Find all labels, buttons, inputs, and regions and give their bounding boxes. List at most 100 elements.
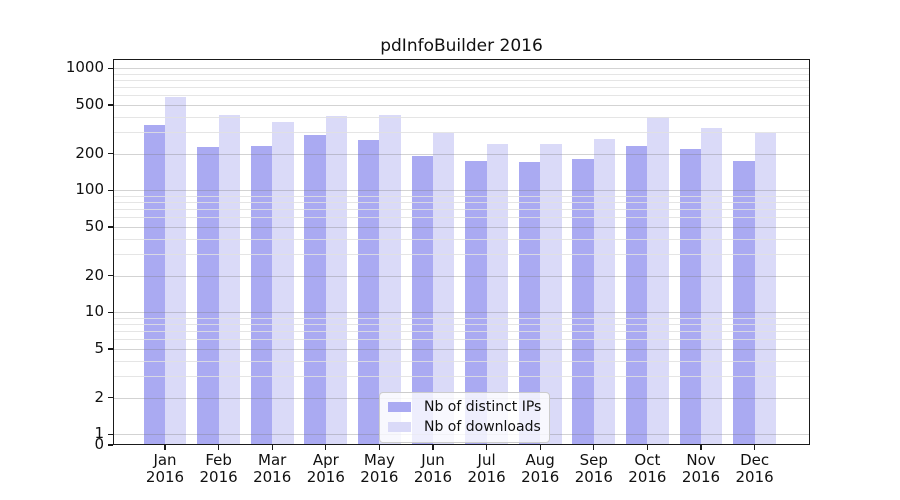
legend-label-downloads: Nb of downloads bbox=[424, 419, 541, 435]
bar-distinct-ips-sep bbox=[572, 159, 594, 445]
x-tick-month: Jan bbox=[153, 451, 177, 469]
x-tick-mark-dec bbox=[753, 445, 756, 450]
x-tick-mark-may bbox=[378, 445, 381, 450]
bar-downloads-jul bbox=[486, 143, 508, 445]
bar-distinct-ips-mar bbox=[250, 146, 273, 445]
gridline-major-50 bbox=[113, 227, 810, 229]
gridline-minor-400 bbox=[113, 116, 810, 118]
gridline-minor-600 bbox=[113, 95, 810, 97]
y-tick-mark-1000 bbox=[108, 67, 113, 69]
bar-downloads-dec bbox=[754, 132, 776, 445]
y-tick-label-200: 200 bbox=[75, 143, 104, 162]
x-tick-year: 2016 bbox=[253, 468, 292, 486]
gridline-minor-7 bbox=[113, 331, 810, 333]
x-tick-month: Apr bbox=[312, 451, 339, 469]
bar-distinct-ips-jul bbox=[465, 160, 487, 445]
gridline-major-10 bbox=[113, 312, 810, 314]
gridline-minor-3 bbox=[113, 376, 810, 378]
legend: Nb of distinct IPs Nb of downloads bbox=[379, 392, 550, 443]
gridline-minor-4 bbox=[113, 360, 810, 362]
bar-distinct-ips-may bbox=[358, 139, 380, 445]
gridline-minor-6 bbox=[113, 339, 810, 341]
bar-distinct-ips-jan bbox=[143, 125, 165, 445]
y-tick-mark-10 bbox=[108, 311, 113, 313]
gridline-minor-30 bbox=[113, 254, 810, 256]
x-tick-mark-aug bbox=[539, 445, 541, 450]
bar-distinct-ips-feb bbox=[197, 147, 219, 445]
x-tick-label-jan: Jan 2016 bbox=[135, 452, 195, 486]
x-tick-label-dec: Dec 2016 bbox=[725, 452, 785, 486]
y-tick-mark-1 bbox=[108, 433, 113, 435]
gridline-major-5 bbox=[113, 349, 810, 351]
legend-item-downloads: Nb of downloads bbox=[380, 417, 549, 437]
x-tick-mark-feb bbox=[217, 445, 220, 450]
x-tick-year: 2016 bbox=[467, 468, 506, 486]
gridline-major-1000 bbox=[113, 68, 810, 70]
y-tick-mark-50 bbox=[108, 226, 113, 228]
gridline-major-20 bbox=[113, 275, 810, 277]
y-tick-label-1000: 1000 bbox=[65, 58, 104, 77]
y-tick-mark-500 bbox=[108, 104, 113, 106]
gridline-minor-900 bbox=[113, 73, 810, 75]
y-tick-mark-100 bbox=[108, 189, 113, 191]
x-tick-mark-mar bbox=[271, 445, 273, 450]
x-tick-year: 2016 bbox=[360, 468, 399, 486]
gridline-minor-80 bbox=[113, 202, 810, 204]
x-tick-year: 2016 bbox=[681, 468, 721, 486]
bar-downloads-jan bbox=[165, 97, 187, 445]
y-tick-mark-200 bbox=[108, 152, 113, 155]
y-tick-label-50: 50 bbox=[84, 217, 104, 236]
x-tick-year: 2016 bbox=[199, 468, 238, 486]
y-tick-label-1: 1 bbox=[94, 424, 104, 443]
bar-downloads-aug bbox=[540, 143, 562, 445]
bar-downloads-feb bbox=[218, 114, 240, 445]
gridline-minor-800 bbox=[113, 80, 810, 82]
gridline-minor-8 bbox=[113, 324, 810, 326]
x-tick-label-may: May 2016 bbox=[349, 452, 409, 486]
bar-downloads-nov bbox=[701, 127, 723, 445]
x-tick-label-sep: Sep 2016 bbox=[564, 452, 624, 486]
bar-downloads-oct bbox=[647, 116, 669, 445]
y-tick-mark-0 bbox=[108, 444, 113, 446]
y-tick-label-500: 500 bbox=[75, 95, 104, 114]
legend-item-distinct-ips: Nb of distinct IPs bbox=[380, 397, 549, 417]
x-tick-month: Nov bbox=[686, 451, 716, 469]
gridline-minor-70 bbox=[113, 209, 810, 211]
x-tick-mark-jun bbox=[432, 445, 434, 450]
x-tick-year: 2016 bbox=[628, 468, 667, 486]
gridline-minor-40 bbox=[113, 238, 810, 240]
gridline-major-200 bbox=[113, 153, 810, 155]
x-tick-mark-oct bbox=[646, 445, 649, 450]
x-tick-label-jun: Jun 2016 bbox=[403, 452, 463, 486]
x-tick-month: Feb bbox=[205, 451, 232, 469]
y-tick-label-2: 2 bbox=[94, 387, 104, 406]
x-tick-month: May bbox=[363, 451, 395, 469]
x-tick-month: Dec bbox=[740, 451, 770, 469]
x-tick-year: 2016 bbox=[574, 468, 613, 486]
y-tick-label-5: 5 bbox=[94, 339, 104, 358]
bar-downloads-sep bbox=[593, 138, 616, 445]
legend-swatch-distinct-ips bbox=[388, 402, 411, 412]
y-tick-mark-20 bbox=[108, 274, 113, 277]
x-tick-year: 2016 bbox=[145, 468, 185, 486]
x-tick-month: Aug bbox=[525, 451, 555, 469]
bar-distinct-ips-oct bbox=[626, 146, 648, 445]
x-tick-label-nov: Nov 2016 bbox=[671, 452, 731, 486]
x-tick-label-jul: Jul 2016 bbox=[457, 452, 517, 486]
x-tick-month: Mar bbox=[258, 451, 287, 469]
y-tick-label-100: 100 bbox=[75, 180, 104, 199]
x-tick-label-feb: Feb 2016 bbox=[189, 452, 249, 486]
gridline-minor-700 bbox=[113, 87, 810, 89]
gridline-minor-60 bbox=[113, 217, 810, 219]
x-tick-year: 2016 bbox=[413, 468, 453, 486]
x-tick-month: Jun bbox=[421, 451, 445, 469]
gridline-major-500 bbox=[113, 105, 810, 107]
bar-distinct-ips-aug bbox=[518, 162, 541, 445]
bar-downloads-may bbox=[379, 114, 401, 445]
x-tick-mark-sep bbox=[593, 445, 595, 450]
legend-label-distinct-ips: Nb of distinct IPs bbox=[424, 399, 542, 415]
bar-distinct-ips-dec bbox=[733, 160, 755, 445]
x-tick-mark-jul bbox=[485, 445, 488, 450]
bar-distinct-ips-nov bbox=[679, 148, 701, 445]
